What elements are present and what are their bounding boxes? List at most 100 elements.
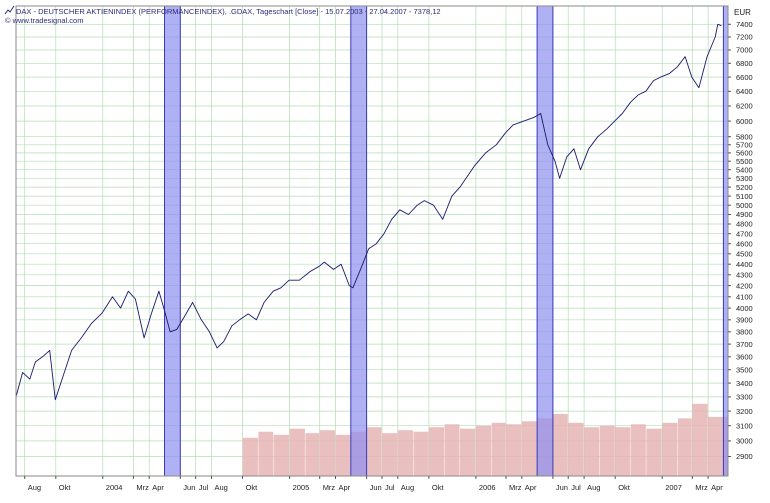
y-tick-label: 5400	[736, 165, 753, 174]
x-tick-label: Apr	[152, 483, 164, 492]
x-tick-label: Mrz	[509, 483, 522, 492]
volume-bar	[258, 431, 274, 476]
volume-bar	[692, 403, 708, 476]
y-tick-label: 3500	[736, 365, 753, 374]
x-tick-label: Aug	[587, 483, 600, 492]
y-tick-label: 4800	[736, 220, 753, 229]
volume-bar	[460, 428, 476, 476]
y-tick-label: 5000	[736, 201, 753, 210]
y-tick-label: 5700	[736, 141, 753, 150]
volume-bar	[382, 433, 398, 476]
y-tick-label: 6000	[736, 117, 753, 126]
x-tick-label: Mrz	[695, 483, 708, 492]
volume-bar	[521, 421, 537, 476]
volume-bar	[615, 427, 631, 476]
may-highlight-band	[164, 5, 181, 477]
highlight-layer	[164, 5, 729, 477]
volume-bar	[319, 430, 335, 476]
y-tick-label: 7000	[736, 46, 753, 55]
y-tick-label: 5200	[736, 183, 753, 192]
price-line-layer	[15, 23, 722, 401]
volume-bar	[475, 425, 492, 476]
volume-bar	[631, 424, 646, 476]
y-tick-label: 7200	[736, 33, 753, 42]
y-tick-label: 4900	[736, 210, 753, 219]
source-label: © www.tradesignal.com	[5, 16, 83, 25]
x-tick-label: Okt	[246, 483, 259, 492]
x-tick-label: 2007	[665, 483, 682, 492]
y-tick-label: 3600	[736, 353, 753, 362]
y-axis: 2900 3000 3100 3200 3300 3400 3500 3600 3700 3800…	[728, 20, 753, 461]
volume-bar	[599, 425, 615, 476]
y-tick-label: 5100	[736, 192, 753, 201]
y-tick-label: 4100	[736, 293, 753, 302]
y-tick-label: 4600	[736, 239, 753, 248]
grid-layer	[16, 6, 728, 476]
y-tick-label: 6800	[736, 59, 753, 68]
x-tick-label: Mrz	[323, 483, 336, 492]
x-tick-label: 2004	[106, 483, 123, 492]
y-tick-label: 5800	[736, 132, 753, 141]
x-tick-label: Apr	[525, 483, 537, 492]
y-tick-label: 3700	[736, 340, 753, 349]
x-tick-label: Apr	[711, 483, 723, 492]
price-line	[15, 23, 722, 401]
y-tick-label: 3300	[736, 393, 753, 402]
x-tick-label: Jul	[571, 483, 581, 492]
volume-bar	[397, 430, 414, 476]
y-tick-label: 4200	[736, 281, 753, 290]
volume-bar	[491, 422, 506, 476]
volume-bar	[646, 428, 662, 476]
y-tick-label: 3400	[736, 379, 753, 388]
y-tick-label: 3000	[736, 437, 753, 446]
volume-bar	[366, 427, 382, 476]
volume-bar	[708, 416, 728, 476]
x-tick-label: Jul	[199, 483, 209, 492]
x-axis: Aug Okt 2004 Mrz Apr Jun Jul Aug Okt 2005 Mrz Apr Ju…	[24, 476, 723, 492]
y-tick-label: 3200	[736, 407, 753, 416]
y-tick-label: 7400	[736, 20, 753, 29]
volume-bar	[242, 437, 258, 476]
volume-bar	[584, 427, 600, 476]
chart-title: DAX - DEUTSCHER AKTIENINDEX (PERFORMANCE…	[16, 7, 441, 16]
x-tick-label: Apr	[339, 483, 351, 492]
volume-bar	[678, 418, 692, 476]
x-tick-label: Mrz	[136, 483, 149, 492]
volume-bar	[413, 431, 429, 476]
x-tick-label: Jun	[556, 483, 568, 492]
volume-bar	[506, 424, 522, 476]
volume-bar	[568, 422, 584, 476]
volume-bar	[289, 428, 305, 476]
y-tick-label: 3100	[736, 421, 753, 430]
currency-label: EUR	[734, 8, 751, 17]
volume-bar	[335, 434, 351, 476]
x-tick-label: Okt	[432, 483, 445, 492]
y-tick-label: 4500	[736, 250, 753, 259]
volume-bar	[305, 433, 320, 476]
x-tick-label: Jul	[385, 483, 395, 492]
y-tick-label: 6400	[736, 87, 753, 96]
y-tick-label: 4700	[736, 229, 753, 238]
volume-bar	[428, 427, 445, 476]
y-tick-label: 2900	[736, 452, 753, 461]
y-tick-label: 4400	[736, 260, 753, 269]
x-tick-label: Aug	[401, 483, 414, 492]
volume-bar	[662, 422, 678, 476]
y-tick-label: 3800	[736, 328, 753, 337]
x-tick-label: 2006	[479, 483, 496, 492]
y-tick-label: 4000	[736, 304, 753, 313]
x-tick-label: Jun	[370, 483, 382, 492]
y-tick-label: 5600	[736, 149, 753, 158]
y-tick-label: 4300	[736, 271, 753, 280]
volume-bar	[273, 434, 289, 476]
chart-line-icon	[4, 5, 15, 15]
may-highlight-band	[722, 5, 729, 477]
y-tick-label: 5500	[736, 157, 753, 166]
y-tick-label: 6600	[736, 73, 753, 82]
volume-bar	[552, 414, 568, 476]
x-tick-label: Okt	[59, 483, 72, 492]
x-tick-label: Okt	[618, 483, 631, 492]
y-tick-label: 3900	[736, 316, 753, 325]
